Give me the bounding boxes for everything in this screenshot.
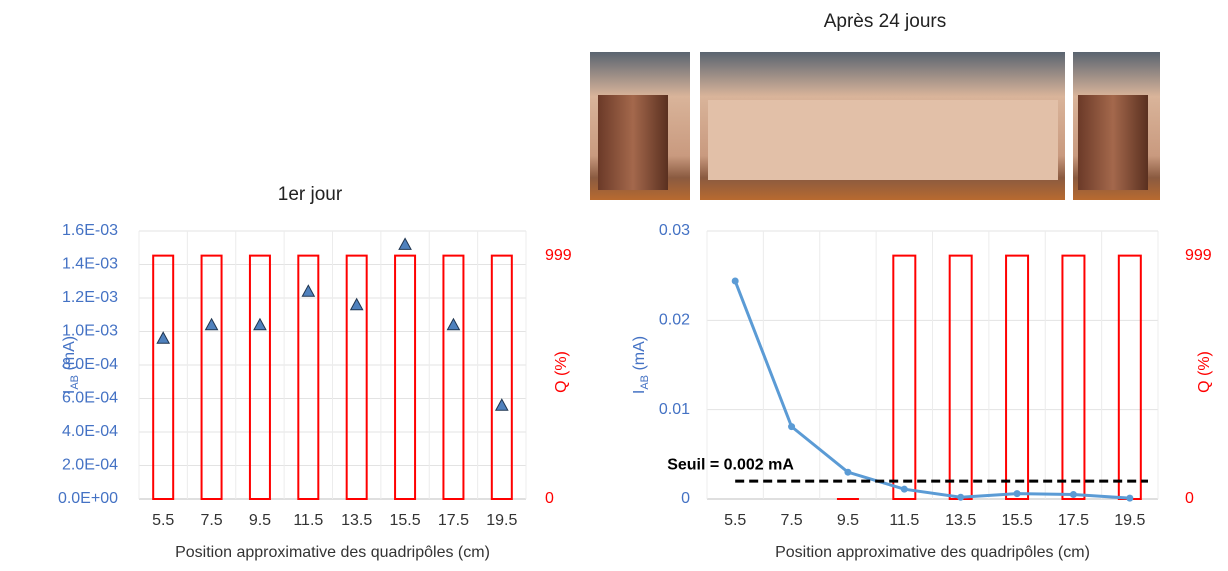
- bar: [152, 254, 175, 500]
- y2-tick-label: 0: [1185, 490, 1194, 507]
- x-tick-label: 9.5: [249, 512, 271, 529]
- marker-triangle: [349, 297, 364, 311]
- x-tick-label: 11.5: [293, 512, 323, 529]
- marker-triangle: [156, 331, 171, 344]
- line-point: [731, 277, 739, 285]
- bar: [442, 254, 465, 500]
- x-tick-label: 17.5: [438, 512, 469, 529]
- line-point: [1126, 494, 1134, 502]
- y-tick-label: 0.01: [659, 401, 690, 418]
- x-tick-label: 15.5: [389, 512, 420, 529]
- y2-tick-label: 999: [545, 247, 572, 264]
- y2-tick-label: 999: [1185, 247, 1212, 264]
- line-point: [900, 485, 908, 493]
- line-point: [957, 493, 965, 501]
- threshold-label: Seuil = 0.002 mA: [667, 456, 794, 473]
- x-tick-label: 7.5: [200, 512, 222, 529]
- y-axis-label: IAB (mA): [61, 336, 81, 394]
- x-tick-label: 13.5: [341, 512, 372, 529]
- bar: [1005, 254, 1030, 500]
- marker-triangle: [398, 237, 412, 250]
- photos: [590, 52, 1160, 200]
- y-tick-label: 1.4E-03: [62, 256, 118, 273]
- line-point: [1013, 490, 1021, 498]
- y-axis-label-unit: (mA): [61, 336, 78, 375]
- x-tick-label: 5.5: [724, 512, 746, 529]
- bar: [297, 254, 320, 500]
- photo: [598, 95, 668, 190]
- line-point: [788, 423, 796, 431]
- bar: [490, 254, 513, 500]
- marker-triangle: [301, 284, 316, 297]
- bar: [200, 254, 223, 500]
- y-axis-label-main: I: [61, 390, 78, 394]
- marker-triangle: [494, 398, 509, 411]
- y-axis-label: IAB (mA): [631, 336, 651, 394]
- y-axis-label-sub: AB: [69, 375, 81, 390]
- bar: [948, 254, 973, 500]
- x-tick-label: 15.5: [1001, 512, 1032, 529]
- y-tick-label: 1.2E-03: [62, 289, 118, 306]
- photo: [708, 100, 1058, 180]
- bar: [345, 254, 368, 500]
- x-tick-label: 7.5: [780, 512, 802, 529]
- bar: [248, 254, 271, 500]
- y-tick-label: 0.03: [659, 222, 690, 239]
- x-tick-label: 17.5: [1058, 512, 1089, 529]
- line-point: [1069, 491, 1077, 499]
- y-tick-label: 0: [681, 490, 690, 507]
- y-tick-label: 0.0E+00: [58, 490, 118, 507]
- bar: [892, 254, 917, 500]
- y-tick-label: 4.0E-04: [62, 423, 118, 440]
- chart-title: 1er jour: [278, 184, 343, 205]
- photo: [1078, 95, 1148, 190]
- x-tick-label: 13.5: [945, 512, 976, 529]
- y2-axis-label: Q (%): [553, 351, 570, 393]
- line: [733, 280, 1130, 500]
- bar: [394, 254, 417, 500]
- y-axis-label-main: I: [631, 390, 648, 394]
- y2-tick-label: 0: [545, 490, 554, 507]
- x-axis-label: Position approximative des quadripôles (…: [775, 544, 1090, 561]
- y-tick-label: 2.0E-04: [62, 457, 118, 474]
- y-tick-label: 1.6E-03: [62, 222, 118, 239]
- marker-triangle: [204, 317, 219, 331]
- y-tick-label: 8.0E-04: [62, 356, 118, 373]
- x-tick-label: 19.5: [486, 512, 517, 529]
- y-tick-label: 6.0E-04: [62, 390, 118, 407]
- x-tick-label: 5.5: [152, 512, 174, 529]
- line-point: [844, 468, 852, 476]
- y-tick-label: 0.02: [659, 312, 690, 329]
- chart-title: Après 24 jours: [824, 11, 947, 32]
- y-axis-label-unit: (mA): [631, 336, 648, 375]
- y-axis-label-sub: AB: [639, 375, 651, 390]
- y-tick-label: 1.0E-03: [62, 323, 118, 340]
- x-tick-label: 9.5: [837, 512, 859, 529]
- x-tick-label: 19.5: [1114, 512, 1145, 529]
- x-tick-label: 11.5: [889, 512, 919, 529]
- marker-triangle: [253, 317, 267, 331]
- y2-axis-label: Q (%): [1196, 351, 1213, 393]
- x-axis-label: Position approximative des quadripôles (…: [175, 544, 490, 561]
- bar: [1061, 254, 1086, 500]
- marker-triangle: [446, 317, 461, 331]
- bar: [1117, 254, 1142, 500]
